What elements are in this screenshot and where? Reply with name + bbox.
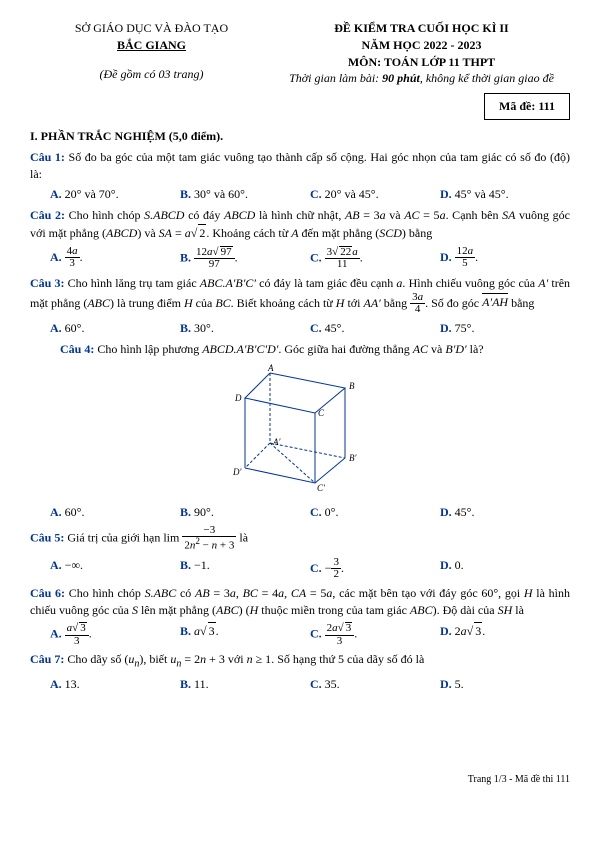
svg-text:D′: D′	[232, 467, 242, 477]
question-2: Câu 2: Cho hình chóp S.ABCD có đáy ABCD …	[30, 207, 570, 242]
province: BẮC GIANG	[30, 37, 273, 54]
q7-choices: A. 13. B. 11. C. 35. D. 5.	[50, 676, 570, 693]
header: SỞ GIÁO DỤC VÀ ĐÀO TẠO BẮC GIANG (Đề gồm…	[30, 20, 570, 87]
year: NĂM HỌC 2022 - 2023	[273, 37, 570, 54]
svg-text:B: B	[349, 381, 355, 391]
question-7: Câu 7: Cho dãy số (un), biết un = 2n + 3…	[30, 651, 570, 671]
subject: MÔN: TOÁN LỚP 11 THPT	[273, 54, 570, 71]
cube-diagram: A D B C A′ D′ B′ C′	[30, 363, 570, 498]
q1-choices: A. 20° và 70°. B. 30° và 60°. C. 20° và …	[50, 186, 570, 203]
question-5: Câu 5: Giá trị của giới hạn lim −32n2 − …	[30, 525, 570, 553]
q2-choices: A. 4a3. B. 12a√9797. C. 3√22a11. D. 12a5…	[50, 246, 570, 271]
exam-code: Mã đề: 111	[484, 93, 570, 120]
svg-text:C′: C′	[317, 483, 326, 493]
question-3: Câu 3: Cho hình lăng trụ tam giác ABC.A′…	[30, 275, 570, 316]
dept: SỞ GIÁO DỤC VÀ ĐÀO TẠO	[30, 20, 273, 37]
exam-title: ĐỀ KIỂM TRA CUỐI HỌC KÌ II	[273, 20, 570, 37]
svg-text:A′: A′	[272, 437, 281, 447]
time: Thời gian làm bài: 90 phút, không kể thờ…	[273, 70, 570, 87]
question-4: Câu 4: Cho hình lập phương ABCD.A′B′C′D′…	[30, 341, 570, 358]
q3-choices: A. 60°. B. 30°. C. 45°. D. 75°.	[50, 320, 570, 337]
page-note: (Đề gồm có 03 trang)	[30, 66, 273, 83]
q5-choices: A. −∞. B. −1. C. −32. D. 0.	[50, 557, 570, 581]
question-1: Câu 1: Số đo ba góc của một tam giác vuô…	[30, 149, 570, 183]
footer: Trang 1/3 - Mã đề thi 111	[30, 773, 570, 787]
q6-choices: A. a√33. B. a√3. C. 2a√33. D. 2a√3.	[50, 622, 570, 647]
question-6: Câu 6: Cho hình chóp S.ABC có AB = 3a, B…	[30, 585, 570, 619]
svg-text:D: D	[234, 393, 242, 403]
svg-text:A: A	[267, 363, 274, 373]
svg-text:C: C	[318, 408, 325, 418]
svg-text:B′: B′	[349, 453, 357, 463]
q4-choices: A. 60°. B. 90°. C. 0°. D. 45°.	[50, 504, 570, 521]
section-title: I. PHẦN TRẮC NGHIỆM (5,0 điểm).	[30, 128, 570, 145]
